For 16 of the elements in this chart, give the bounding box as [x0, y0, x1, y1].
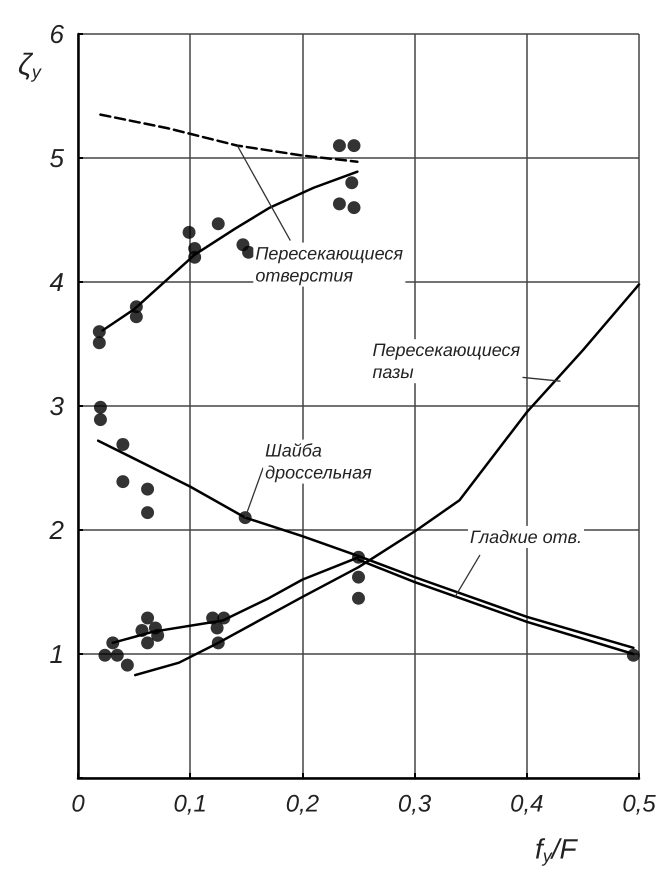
annotation: Гладкие отв. — [470, 526, 582, 547]
x-tick-label: 0,3 — [398, 790, 432, 818]
x-tick-label: 0,1 — [174, 790, 207, 818]
annotation: Пересекающиеся отверстия — [255, 244, 404, 286]
y-tick-label: 3 — [50, 391, 65, 421]
y-tick-label: 6 — [50, 19, 65, 49]
y-tick-label: 2 — [48, 515, 65, 545]
y-tick-label: 5 — [50, 143, 65, 173]
x-tick-label: 0,2 — [286, 790, 320, 818]
x-tick-label: 0 — [71, 790, 86, 818]
x-tick-label: 0,4 — [510, 790, 544, 818]
annotation: Пересекающиеся пазы — [372, 340, 521, 382]
x-tick-label: 0,5 — [622, 790, 656, 818]
y-tick-label: 4 — [50, 267, 64, 297]
y-tick-label: 1 — [50, 639, 64, 669]
annotation: Шайба дроссельная — [265, 440, 372, 483]
